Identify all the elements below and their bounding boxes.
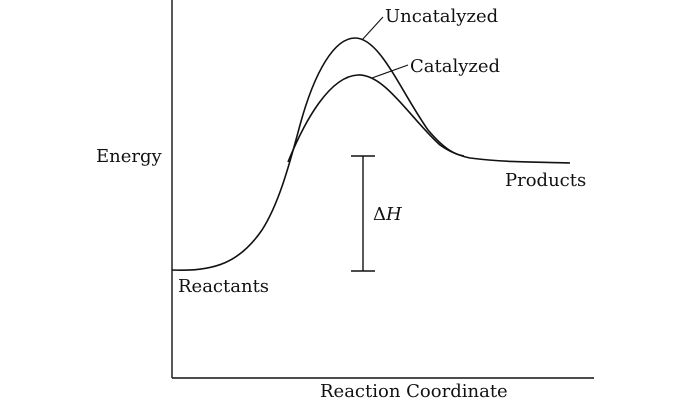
uncatalyzed-leader-line [361, 16, 384, 41]
uncatalyzed-label: Uncatalyzed [385, 6, 498, 27]
delta-h-symbol: Δ [373, 204, 386, 225]
uncatalyzed-curve [171, 37, 571, 272]
y-axis-label: Energy [96, 146, 163, 167]
products-label: Products [505, 170, 586, 191]
delta-h-variable: H [385, 204, 402, 225]
reactants-label: Reactants [178, 276, 269, 297]
delta-h-label: ΔH [373, 204, 402, 225]
catalyzed-curve [287, 74, 465, 163]
catalyzed-leader-line [371, 64, 409, 79]
x-axis-label: Reaction Coordinate [320, 381, 508, 400]
catalyzed-label: Catalyzed [410, 56, 500, 77]
